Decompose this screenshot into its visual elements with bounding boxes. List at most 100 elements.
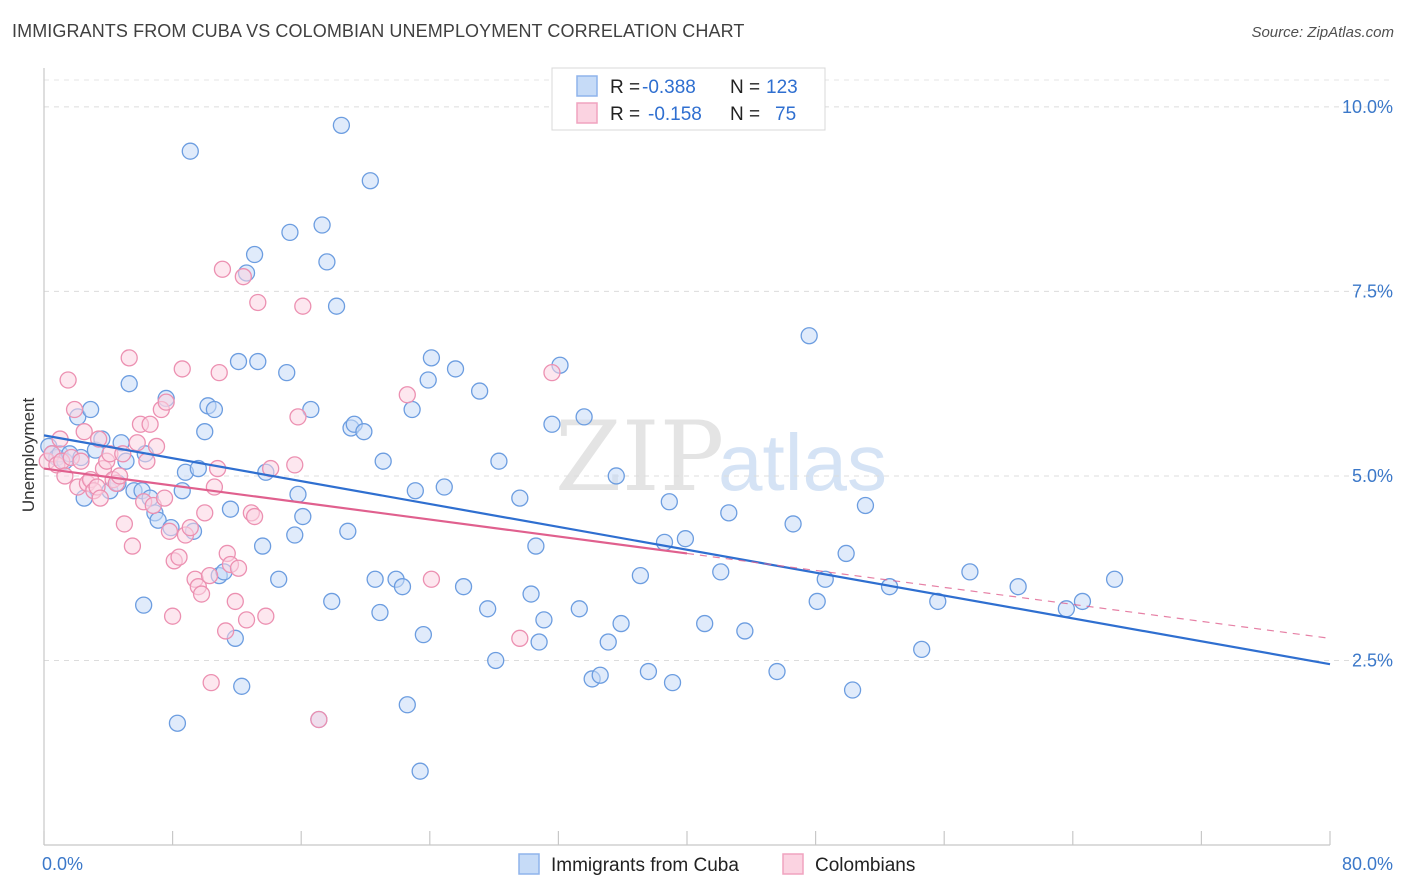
y-tick-label: 10.0% <box>1342 97 1393 117</box>
point-cuba <box>361 172 379 190</box>
point-colombians <box>75 423 93 441</box>
chart-title: IMMIGRANTS FROM CUBA VS COLOMBIAN UNEMPL… <box>12 21 745 41</box>
point-cuba <box>639 662 658 681</box>
point-cuba <box>339 522 357 540</box>
point-colombians <box>310 710 328 729</box>
point-cuba <box>784 515 802 533</box>
point-cuba <box>530 633 548 651</box>
point-cuba <box>575 408 593 426</box>
point-cuba <box>245 245 264 264</box>
point-colombians <box>163 607 182 625</box>
y-axis-label: Unemployment <box>19 398 38 513</box>
series-legend-label-colombians: Colombians <box>815 855 915 876</box>
point-cuba <box>221 500 240 518</box>
point-cuba <box>253 537 272 555</box>
point-colombians <box>202 673 220 692</box>
point-cuba <box>411 762 429 780</box>
point-cuba <box>196 423 214 441</box>
watermark-atlas: atlas <box>718 418 887 507</box>
y-tick-labels: 2.5% 5.0% 7.5% 10.0% <box>1342 97 1393 671</box>
watermark: ZIP atlas <box>555 401 887 513</box>
trend-line-cuba <box>43 434 1331 666</box>
point-colombians <box>249 293 267 312</box>
point-cuba <box>599 633 617 651</box>
point-cuba <box>374 452 392 470</box>
trend-line-colombians <box>43 467 688 555</box>
point-cuba <box>913 640 931 659</box>
point-colombians <box>208 459 227 478</box>
point-cuba <box>393 578 412 596</box>
data-points <box>38 116 1124 780</box>
legend-n-label-colombians: N = <box>730 104 760 125</box>
legend-r-label-colombians: R = <box>610 104 640 125</box>
legend-r-label-cuba: R = <box>610 77 640 98</box>
point-colombians <box>511 629 529 647</box>
point-cuba <box>398 696 416 714</box>
source-note: Source: ZipAtlas.com <box>1251 24 1394 41</box>
point-cuba <box>270 570 288 588</box>
point-cuba <box>120 375 138 393</box>
point-cuba <box>1105 570 1124 588</box>
point-cuba <box>511 489 529 507</box>
y-tick-label: 7.5% <box>1352 281 1393 301</box>
point-colombians <box>157 393 175 411</box>
point-colombians <box>115 515 134 533</box>
x-tick-label: 80.0% <box>1342 854 1393 874</box>
point-cuba <box>856 496 875 515</box>
point-cuba <box>422 349 441 367</box>
point-colombians <box>229 559 248 577</box>
point-colombians <box>237 611 256 629</box>
point-cuba <box>286 526 304 544</box>
point-cuba <box>607 467 625 485</box>
y-tick-label: 5.0% <box>1352 466 1393 486</box>
point-colombians <box>192 585 211 603</box>
point-colombians <box>147 437 166 456</box>
point-colombians <box>213 260 232 278</box>
point-cuba <box>135 596 153 614</box>
point-cuba <box>470 382 489 400</box>
point-cuba <box>294 507 312 526</box>
point-cuba <box>366 570 384 588</box>
point-colombians <box>59 371 77 389</box>
point-cuba <box>233 677 251 695</box>
point-colombians <box>160 522 179 540</box>
point-colombians <box>155 489 174 507</box>
point-cuba <box>313 216 331 234</box>
point-cuba <box>81 400 100 419</box>
point-cuba <box>837 544 855 563</box>
point-cuba <box>181 142 199 160</box>
series-legend: Immigrants from Cuba Colombians <box>518 853 915 876</box>
point-cuba <box>403 400 421 419</box>
point-colombians <box>90 430 108 448</box>
point-cuba <box>229 352 248 371</box>
point-colombians <box>181 518 199 537</box>
legend-r-value-colombians: -0.158 <box>648 104 702 125</box>
point-cuba <box>454 578 473 596</box>
point-cuba <box>522 585 540 603</box>
point-cuba <box>1073 592 1092 611</box>
point-colombians <box>72 452 90 470</box>
point-cuba <box>289 485 307 504</box>
point-cuba <box>712 563 730 581</box>
point-cuba <box>371 603 389 622</box>
point-colombians <box>294 297 312 315</box>
point-colombians <box>91 489 109 507</box>
point-cuba <box>720 504 738 522</box>
point-cuba <box>490 452 508 470</box>
point-cuba <box>205 400 224 419</box>
point-colombians <box>286 456 304 474</box>
point-cuba <box>570 600 588 618</box>
legend-n-label-cuba: N = <box>730 77 760 98</box>
trend-extension-colombians <box>686 552 1331 639</box>
legend-swatch-cuba <box>576 75 598 97</box>
point-colombians <box>120 349 138 367</box>
point-colombians <box>216 622 235 640</box>
point-cuba <box>435 478 453 496</box>
legend-n-value-cuba: 123 <box>766 77 798 98</box>
point-cuba <box>323 592 341 611</box>
y-tick-label: 2.5% <box>1352 650 1393 670</box>
point-cuba <box>663 673 682 692</box>
point-colombians <box>245 507 264 526</box>
point-colombians <box>543 363 561 382</box>
point-colombians <box>210 363 228 382</box>
